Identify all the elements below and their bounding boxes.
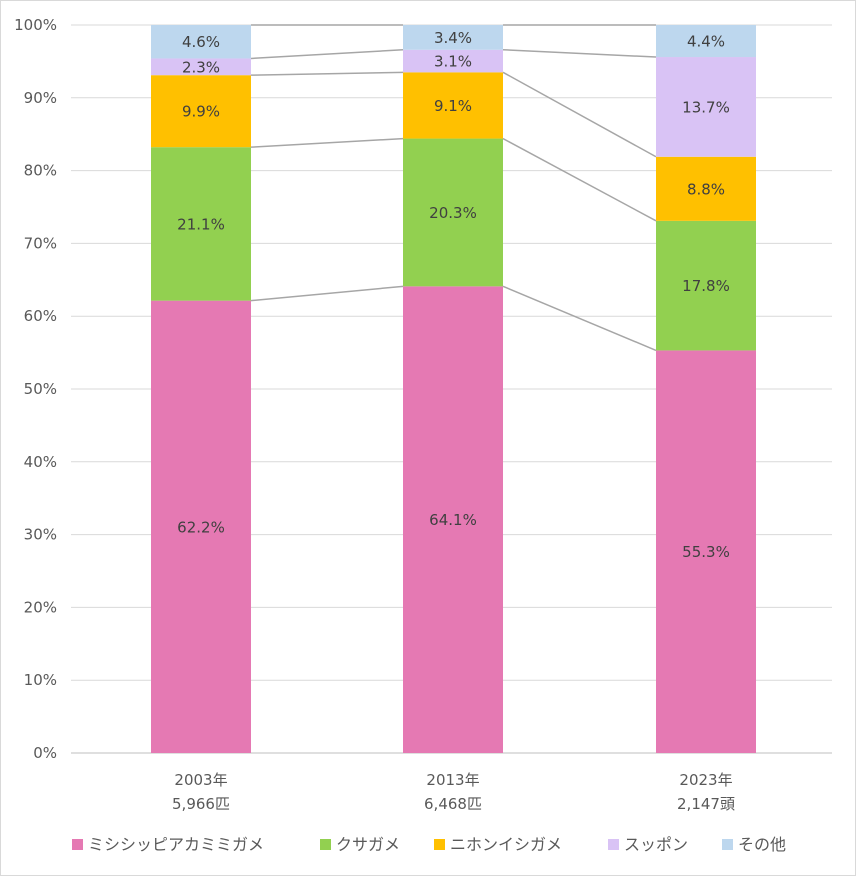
data-label: 8.8% <box>687 180 725 198</box>
data-label: 62.2% <box>177 518 225 536</box>
data-label: 4.4% <box>687 33 725 51</box>
series-line <box>502 49 657 58</box>
x-tick-sublabel: 5,966匹 <box>172 795 230 813</box>
y-tick-label: 100% <box>14 16 57 34</box>
bar-segment <box>656 57 756 157</box>
data-label: 9.9% <box>182 103 220 121</box>
series-line <box>502 285 657 352</box>
bars <box>151 25 756 753</box>
x-tick-label: 2003年 <box>174 771 227 789</box>
bar-segment <box>151 75 251 148</box>
bar-segment <box>403 286 503 753</box>
data-label: 3.4% <box>434 29 472 47</box>
series-line <box>502 137 657 222</box>
y-tick-label: 0% <box>33 744 57 762</box>
series-line <box>502 71 657 158</box>
legend-swatch <box>608 839 619 850</box>
legend-swatch <box>320 839 331 850</box>
series-lines <box>250 24 657 352</box>
bar-segment <box>403 49 503 73</box>
data-label: 21.1% <box>177 215 225 233</box>
bar-segment <box>151 25 251 59</box>
legend-label: スッポン <box>624 835 688 854</box>
bar-segment <box>656 220 756 351</box>
series-line <box>250 71 404 76</box>
data-label: 4.6% <box>182 33 220 51</box>
x-tick-label: 2023年 <box>679 771 732 789</box>
x-tick-label: 2013年 <box>426 771 479 789</box>
data-label: 64.1% <box>429 511 477 529</box>
y-tick-label: 10% <box>24 671 57 689</box>
bar-segment <box>403 25 503 50</box>
x-tick-sublabel: 6,468匹 <box>424 795 482 813</box>
legend-label: ミシシッピアカミミガメ <box>88 835 264 854</box>
series-line <box>250 137 404 148</box>
data-label: 17.8% <box>682 277 730 295</box>
y-tick-label: 90% <box>24 89 57 107</box>
x-axis-tick-labels: 2003年 5,966匹 2013年 6,468匹 2023年 2,147頭 <box>172 771 735 813</box>
bar-segment <box>403 138 503 287</box>
legend-swatch <box>722 839 733 850</box>
legend-swatch <box>434 839 445 850</box>
bar-segment <box>151 58 251 76</box>
data-label: 9.1% <box>434 97 472 115</box>
bar-segment <box>656 156 756 221</box>
y-tick-label: 30% <box>24 526 57 544</box>
series-line <box>250 49 404 60</box>
data-label: 20.3% <box>429 204 477 222</box>
y-tick-label: 60% <box>24 307 57 325</box>
data-label: 3.1% <box>434 53 472 71</box>
y-tick-label: 80% <box>24 162 57 180</box>
legend-label: ニホンイシガメ <box>450 835 562 854</box>
data-label: 55.3% <box>682 543 730 561</box>
y-tick-label: 40% <box>24 453 57 471</box>
data-label: 2.3% <box>182 58 220 76</box>
bar-segment <box>403 72 503 139</box>
legend-label: その他 <box>738 835 786 854</box>
bar-segment <box>151 300 251 753</box>
data-label: 13.7% <box>682 98 730 116</box>
legend: ミシシッピアカミミガメ クサガメ ニホンイシガメ スッポン その他 <box>72 835 786 854</box>
y-tick-label: 20% <box>24 598 57 616</box>
x-tick-sublabel: 2,147頭 <box>677 795 735 813</box>
bar-segment <box>656 350 756 753</box>
bar-segment <box>151 147 251 301</box>
bar-segment <box>656 25 756 58</box>
data-labels: 62.2% 21.1% 9.9% 2.3% 4.6% 64.1% 20.3% 9.1% 3.1%… <box>177 29 730 561</box>
legend-label: クサガメ <box>336 835 400 854</box>
legend-swatch <box>72 839 83 850</box>
y-tick-label: 70% <box>24 234 57 252</box>
series-line <box>250 285 404 302</box>
y-axis-tick-labels: 0% 10% 20% 30% 40% 50% 60% 70% 80% 90% 100% <box>14 16 57 762</box>
y-tick-label: 50% <box>24 380 57 398</box>
